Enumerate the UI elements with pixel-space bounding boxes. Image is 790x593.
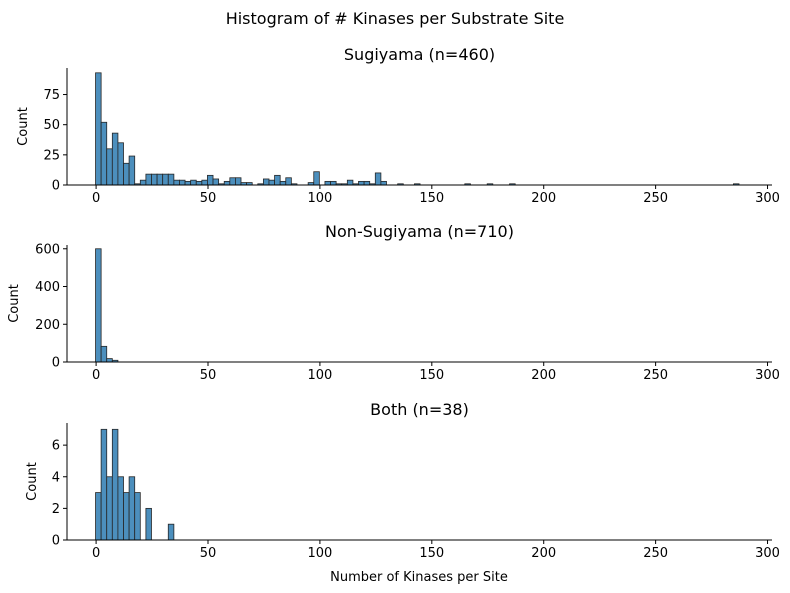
histogram-bar — [100, 121, 108, 186]
x-tick-label: 150 — [419, 368, 444, 383]
y-axis-label: Count — [16, 107, 31, 146]
y-tick-label: 25 — [43, 148, 60, 163]
histogram-bar — [330, 180, 337, 186]
histogram-bar — [111, 132, 119, 186]
histogram-bar — [184, 180, 192, 186]
y-tick-label: 50 — [43, 118, 60, 133]
histogram-bar — [324, 180, 331, 186]
histogram-bar — [358, 180, 365, 186]
y-tick-label: 75 — [43, 88, 60, 103]
histogram-bar — [190, 179, 197, 186]
x-tick-label: 300 — [755, 546, 780, 561]
histogram-bar — [106, 148, 113, 186]
y-tick-label: 200 — [35, 318, 60, 333]
histogram-bar — [95, 248, 102, 363]
histogram-bar — [106, 476, 113, 541]
histogram-bar — [167, 523, 175, 541]
figure-suptitle: Histogram of # Kinases per Substrate Sit… — [226, 9, 565, 28]
y-tick-label: 0 — [52, 179, 60, 194]
x-tick-label: 250 — [643, 368, 668, 383]
histogram-bar — [162, 173, 169, 186]
histogram-bar — [123, 162, 130, 186]
histogram-bar — [151, 173, 158, 186]
x-tick-label: 300 — [755, 368, 780, 383]
histogram-bar — [207, 174, 214, 186]
histogram-bar — [134, 492, 141, 541]
histogram-bar — [145, 173, 152, 186]
histogram-bar — [95, 492, 102, 541]
x-tick-label: 200 — [531, 191, 556, 206]
histogram-bar — [156, 173, 164, 186]
histogram-bar — [363, 180, 371, 186]
x-tick-label: 300 — [755, 191, 780, 206]
histogram-bar — [111, 428, 119, 541]
subplot-title: Both (n=38) — [370, 400, 469, 419]
y-tick-label: 600 — [35, 242, 60, 257]
x-tick-label: 50 — [200, 546, 217, 561]
histogram-bar — [274, 174, 281, 186]
y-tick-label: 0 — [52, 534, 60, 549]
x-tick-label: 150 — [419, 191, 444, 206]
histogram-bar — [313, 171, 320, 186]
x-tick-label: 0 — [92, 368, 100, 383]
x-tick-label: 100 — [307, 368, 332, 383]
histogram-bar — [123, 492, 130, 541]
y-tick-label: 0 — [52, 356, 60, 371]
histogram-bar — [374, 172, 382, 186]
histogram-bar — [285, 177, 292, 186]
subplot-3: Both (n=38) Count 0 50 100 150 200 250 300 0 2 4 6 — [25, 400, 780, 561]
histogram-bar — [179, 179, 186, 186]
y-tick-label: 400 — [35, 280, 60, 295]
subplot-2: Non-Sugiyama (n=710) Count 0 50 100 150 200 250… — [7, 222, 780, 383]
histogram-bar — [380, 180, 387, 186]
x-tick-label: 100 — [307, 191, 332, 206]
subplot-1: Sugiyama (n=460) Count 0 50 100 150 200 250 300 0… — [16, 45, 780, 206]
histogram-bar — [139, 179, 147, 186]
histogram-bar — [212, 178, 220, 186]
y-axis-label: Count — [25, 462, 40, 501]
histogram-bar — [201, 179, 208, 186]
histogram-bar — [100, 428, 108, 541]
x-tick-label: 50 — [200, 191, 217, 206]
subplot-title: Non-Sugiyama (n=710) — [325, 222, 514, 241]
histogram-bar — [173, 179, 180, 186]
histogram-bar — [346, 179, 354, 186]
x-tick-label: 50 — [200, 368, 217, 383]
histogram-bar — [117, 142, 124, 186]
y-tick-label: 2 — [52, 502, 60, 517]
x-tick-label: 0 — [92, 546, 100, 561]
x-tick-label: 250 — [643, 546, 668, 561]
histogram-bar — [279, 180, 287, 186]
histogram-bar — [235, 177, 242, 186]
x-tick-label: 150 — [419, 546, 444, 561]
histogram-bar — [145, 507, 152, 541]
histogram-bar — [229, 177, 236, 186]
histogram-bar — [128, 476, 136, 541]
histogram-bar — [268, 179, 275, 186]
histogram-bar — [117, 476, 124, 541]
x-tick-label: 0 — [92, 191, 100, 206]
x-tick-label: 200 — [531, 546, 556, 561]
histogram-bar — [100, 345, 108, 363]
x-tick-label: 100 — [307, 546, 332, 561]
histogram-bar — [195, 180, 203, 186]
histogram-bar — [128, 155, 136, 186]
histogram-bar — [223, 180, 231, 186]
y-axis-label: Count — [7, 284, 22, 323]
subplot-title: Sugiyama (n=460) — [344, 45, 495, 64]
x-tick-label: 250 — [643, 191, 668, 206]
histogram-bar — [95, 72, 102, 186]
y-tick-label: 4 — [52, 470, 60, 485]
histogram-bar — [262, 178, 270, 186]
y-tick-label: 6 — [52, 439, 60, 454]
x-axis-label: Number of Kinases per Site — [330, 570, 508, 585]
histogram-bar — [106, 358, 113, 363]
histogram-bar — [167, 173, 175, 186]
x-tick-label: 200 — [531, 368, 556, 383]
